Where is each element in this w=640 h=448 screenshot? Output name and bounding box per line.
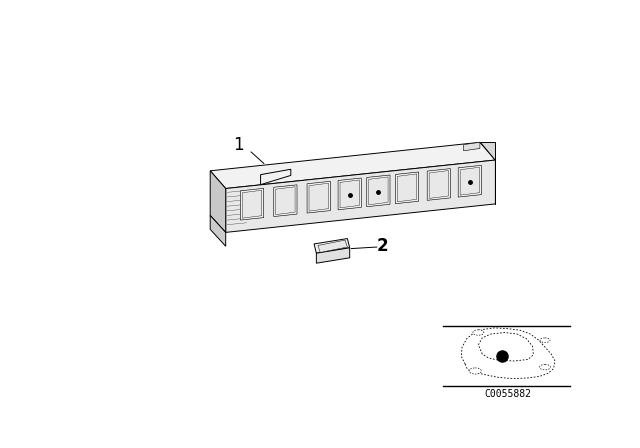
Ellipse shape [540, 365, 550, 370]
Polygon shape [429, 171, 449, 198]
Text: 1: 1 [234, 136, 244, 154]
Polygon shape [309, 183, 328, 211]
Polygon shape [210, 215, 226, 246]
Polygon shape [396, 172, 419, 204]
Polygon shape [461, 328, 555, 379]
Polygon shape [340, 180, 360, 208]
Polygon shape [210, 171, 226, 233]
Polygon shape [460, 167, 479, 195]
Ellipse shape [540, 338, 550, 343]
Polygon shape [314, 238, 349, 253]
Polygon shape [367, 175, 390, 207]
Ellipse shape [469, 368, 481, 374]
Polygon shape [397, 174, 417, 202]
Text: 2: 2 [376, 237, 388, 255]
Polygon shape [369, 177, 388, 205]
Polygon shape [316, 248, 349, 263]
Polygon shape [260, 169, 291, 185]
Polygon shape [307, 181, 330, 213]
Polygon shape [428, 168, 451, 200]
Polygon shape [241, 188, 264, 220]
Polygon shape [458, 165, 481, 197]
Polygon shape [243, 190, 262, 218]
Polygon shape [338, 178, 362, 210]
Polygon shape [274, 185, 297, 216]
Polygon shape [480, 142, 495, 204]
Polygon shape [226, 160, 495, 233]
Polygon shape [210, 142, 495, 189]
Polygon shape [276, 187, 295, 215]
Polygon shape [478, 332, 533, 361]
Ellipse shape [473, 330, 484, 335]
Polygon shape [463, 142, 480, 151]
Polygon shape [318, 240, 348, 252]
Text: C0055882: C0055882 [484, 389, 531, 399]
